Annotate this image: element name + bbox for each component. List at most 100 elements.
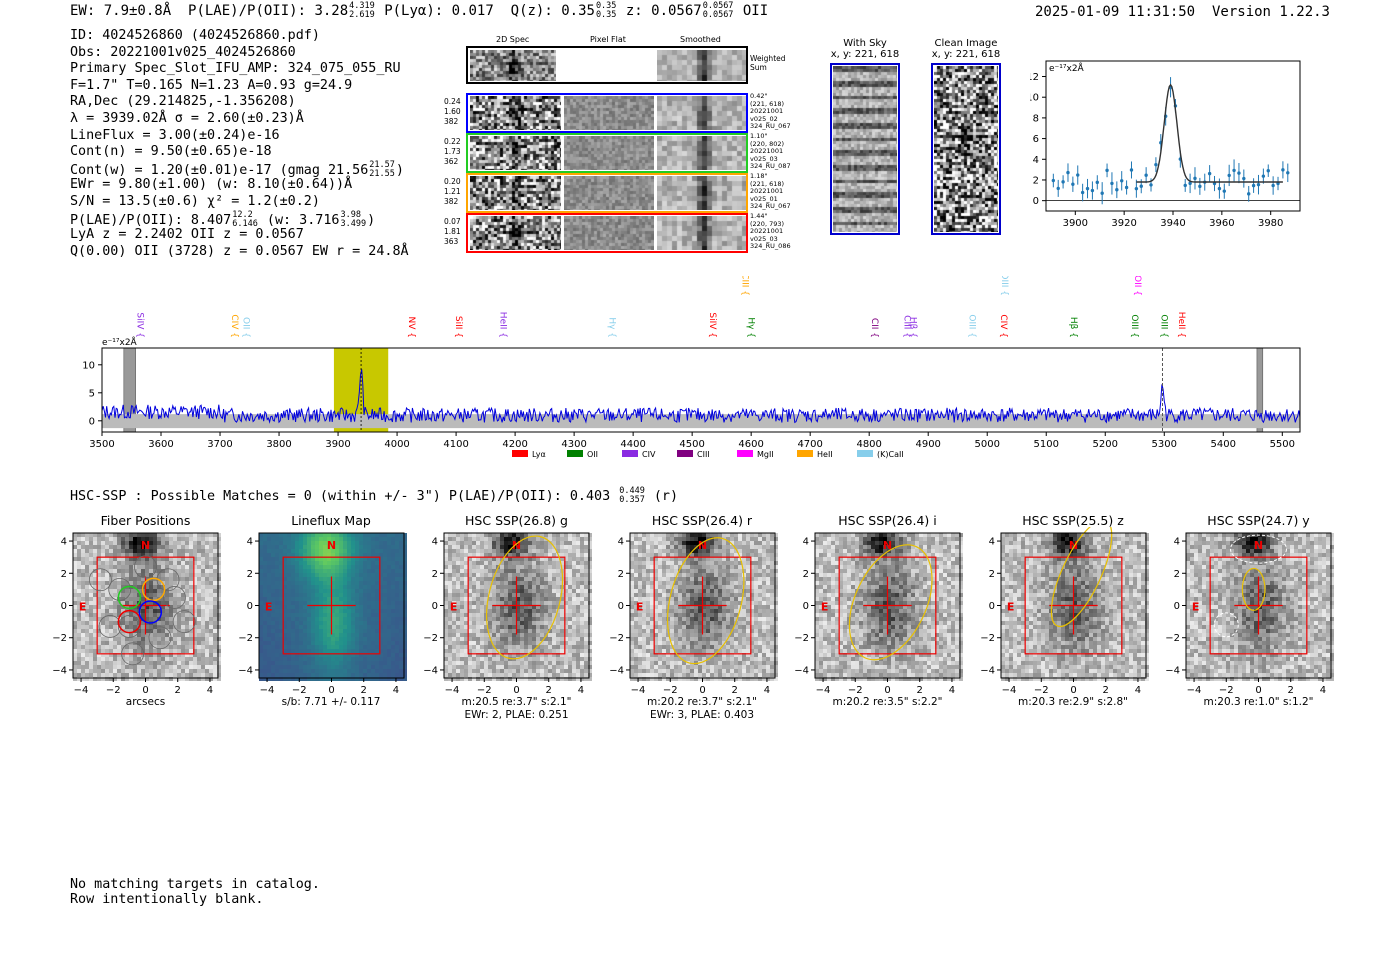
pixel <box>472 573 476 577</box>
pixel <box>262 601 267 605</box>
pixel <box>378 677 383 681</box>
pixel <box>685 565 690 569</box>
spectral-line-label: HeII { <box>1176 312 1186 338</box>
pixel <box>536 669 540 673</box>
pixel <box>645 541 650 545</box>
pixel <box>362 573 367 577</box>
pixel <box>576 629 580 633</box>
pixel <box>484 585 488 589</box>
pixel <box>330 633 335 637</box>
pixel <box>765 565 770 569</box>
pixel <box>217 653 221 657</box>
pixel <box>496 609 500 613</box>
pixel <box>476 637 480 641</box>
pixel <box>173 577 177 581</box>
pixel <box>584 617 588 621</box>
pixel <box>552 645 556 649</box>
pixel <box>306 653 311 657</box>
pixel <box>141 621 145 625</box>
pixel <box>278 537 283 541</box>
pixel <box>713 557 718 561</box>
pixel <box>173 645 177 649</box>
pixel <box>133 625 137 629</box>
pixel <box>121 561 125 565</box>
pixel <box>326 637 331 641</box>
pixel <box>93 669 97 673</box>
pixel <box>584 569 588 573</box>
x-tick-label: 3600 <box>148 439 173 450</box>
pixel <box>681 573 686 577</box>
pixel <box>444 653 448 657</box>
pixel <box>153 589 157 593</box>
pixel <box>326 601 331 605</box>
pixel <box>334 557 339 561</box>
pixel <box>540 597 544 601</box>
pixel <box>500 537 504 541</box>
pixel <box>737 569 742 573</box>
pixel <box>121 673 125 677</box>
pixel <box>390 661 395 665</box>
pixel <box>286 661 291 665</box>
pixel <box>294 677 299 681</box>
pixel <box>189 617 193 621</box>
pixel <box>452 585 456 589</box>
pixel <box>346 617 351 621</box>
pixel <box>480 645 484 649</box>
pixel <box>757 533 762 537</box>
pixel <box>354 573 359 577</box>
pixel <box>81 565 85 569</box>
pixel <box>185 669 189 673</box>
pixel <box>584 589 588 593</box>
pixel <box>480 569 484 573</box>
pixel <box>125 573 129 577</box>
pixel <box>97 533 101 537</box>
pixel <box>504 665 508 669</box>
pixel <box>101 605 105 609</box>
pixel <box>548 641 552 645</box>
pixel <box>484 553 488 557</box>
pixel <box>669 541 674 545</box>
pixel <box>492 557 496 561</box>
pixel <box>282 661 287 665</box>
pixel <box>290 621 295 625</box>
pixel <box>141 673 145 677</box>
pixel <box>286 593 291 597</box>
pixel <box>382 565 387 569</box>
pixel <box>189 625 193 629</box>
pixel <box>492 597 496 601</box>
pixel <box>113 585 117 589</box>
pixel <box>201 645 205 649</box>
pixel <box>370 669 375 673</box>
pixel <box>105 661 109 665</box>
fiber-2d <box>470 96 561 130</box>
pixel <box>358 541 363 545</box>
pixel <box>346 577 351 581</box>
pixel <box>402 613 407 617</box>
pixel <box>350 645 355 649</box>
pixel <box>306 565 311 569</box>
pixel <box>258 601 263 605</box>
pixel <box>217 601 221 605</box>
pixel <box>552 573 556 577</box>
pixel <box>568 633 572 637</box>
pixel <box>262 573 267 577</box>
pixel <box>89 661 93 665</box>
pixel <box>544 593 548 597</box>
pixel <box>761 553 766 557</box>
data-point <box>1286 171 1290 175</box>
pixel <box>552 673 556 677</box>
pixel <box>141 573 145 577</box>
pixel <box>105 589 109 593</box>
pixel <box>262 621 267 625</box>
pixel <box>81 581 85 585</box>
pixel <box>133 593 137 597</box>
pixel <box>81 605 85 609</box>
pixel <box>398 577 403 581</box>
pixel <box>448 613 452 617</box>
pixel <box>504 605 508 609</box>
pixel <box>354 625 359 629</box>
pixel <box>282 597 287 601</box>
pixel <box>298 669 303 673</box>
pixel <box>73 669 77 673</box>
